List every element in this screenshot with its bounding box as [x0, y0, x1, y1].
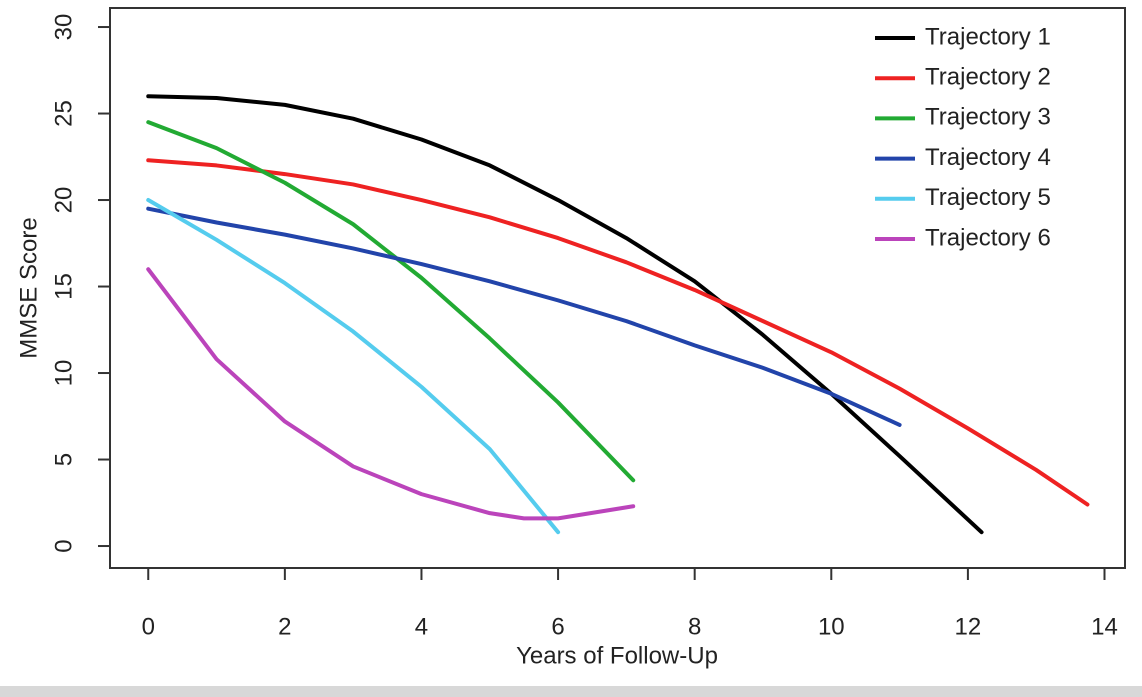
legend-label: Trajectory 4 [925, 144, 1051, 171]
y-tick-label: 5 [50, 453, 77, 466]
y-tick-label: 15 [50, 273, 77, 300]
x-tick-label: 14 [1091, 613, 1118, 640]
plot-frame [109, 7, 1126, 569]
y-tick-label: 25 [50, 100, 77, 127]
y-tick-label: 10 [50, 360, 77, 387]
bottom-border [0, 686, 1142, 697]
x-tick-label: 6 [551, 613, 564, 640]
x-axis-label: Years of Follow-Up [516, 642, 718, 669]
x-tick-label: 0 [142, 613, 155, 640]
y-tick-label: 30 [50, 14, 77, 41]
x-tick-label: 8 [688, 613, 701, 640]
x-tick-label: 4 [415, 613, 428, 640]
legend-label: Trajectory 3 [925, 104, 1051, 131]
legend-label: Trajectory 2 [925, 64, 1051, 91]
line [146, 198, 561, 535]
line [146, 158, 1090, 507]
x-tick-label: 10 [818, 613, 845, 640]
x-tick-label: 2 [278, 613, 291, 640]
line [146, 267, 636, 521]
legend-label: Trajectory 6 [925, 224, 1051, 251]
x-tick-label: 12 [955, 613, 982, 640]
line [146, 206, 902, 427]
y-axis-label: MMSE Score [15, 217, 42, 358]
line [146, 120, 636, 483]
y-tick-label: 20 [50, 187, 77, 214]
legend-label: Trajectory 1 [925, 23, 1051, 50]
legend-label: Trajectory 5 [925, 184, 1051, 211]
line [146, 94, 984, 535]
y-tick-label: 0 [50, 539, 77, 552]
